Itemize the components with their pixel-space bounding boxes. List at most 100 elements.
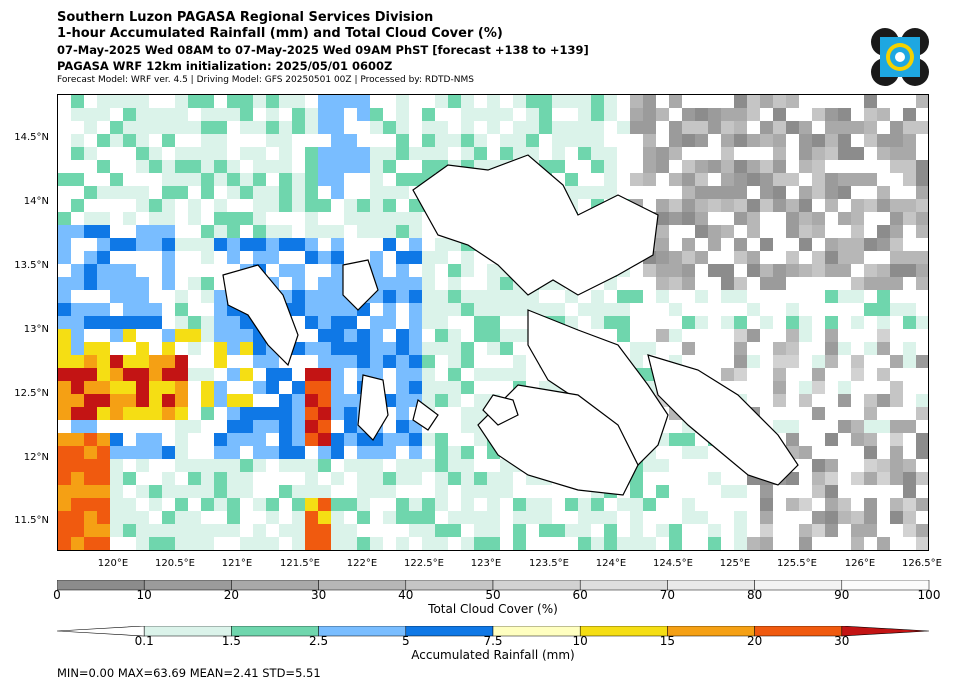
rainfall-cell xyxy=(110,186,123,199)
rainfall-cell xyxy=(799,537,812,550)
rainfall-cell xyxy=(162,407,175,420)
rainfall-cell xyxy=(227,433,240,446)
rainfall-cell xyxy=(669,524,682,537)
rainfall-cell xyxy=(97,394,110,407)
rainfall-cell xyxy=(604,173,617,186)
rainfall-cell xyxy=(487,290,500,303)
rainfall-cell xyxy=(58,355,71,368)
rainfall-cell xyxy=(422,524,435,537)
rainfall-cell xyxy=(799,186,812,199)
cloud-cover-swatch xyxy=(667,580,755,591)
rainfall-cell xyxy=(279,407,292,420)
rainfall-cell xyxy=(643,108,656,121)
rainfall-cell xyxy=(903,134,916,147)
rainfall-cell xyxy=(58,251,71,264)
rainfall-cell xyxy=(734,511,747,524)
rainfall-cell xyxy=(786,173,799,186)
rainfall-cell xyxy=(903,485,916,498)
rainfall-cell xyxy=(890,277,903,290)
rainfall-cell xyxy=(773,134,786,147)
rainfall-cell xyxy=(773,394,786,407)
rainfall-cell xyxy=(591,316,604,329)
rainfall-cell xyxy=(825,524,838,537)
rainfall-cell xyxy=(201,407,214,420)
rainfall-cell xyxy=(864,95,877,108)
island-outline xyxy=(482,394,519,426)
rainfall-cell xyxy=(682,108,695,121)
rainfall-cell xyxy=(318,147,331,160)
rainfall-cell xyxy=(58,342,71,355)
rainfall-cell xyxy=(786,199,799,212)
rainfall-cell xyxy=(175,498,188,511)
rainfall-cell xyxy=(318,420,331,433)
rainfall-cell xyxy=(448,134,461,147)
rainfall-cell xyxy=(357,485,370,498)
rainfall-cell xyxy=(84,394,97,407)
rainfall-cell xyxy=(435,498,448,511)
rainfall-cell xyxy=(799,199,812,212)
rainfall-cell xyxy=(864,238,877,251)
rainfall-cell xyxy=(370,264,383,277)
rainfall-cell xyxy=(916,407,928,420)
rainfall-cell xyxy=(110,459,123,472)
latitude-label: 13°N xyxy=(23,324,49,335)
rainfall-cell xyxy=(604,160,617,173)
rainfall-cell xyxy=(461,498,474,511)
rainfall-cell xyxy=(292,277,305,290)
rainfall-cell xyxy=(916,524,928,537)
rainfall-cell xyxy=(97,277,110,290)
rainfall-cell xyxy=(877,238,890,251)
rainfall-cell xyxy=(643,95,656,108)
rainfall-cell xyxy=(877,186,890,199)
rainfall-cell xyxy=(422,511,435,524)
rainfall-cell xyxy=(552,160,565,173)
rainfall-cell xyxy=(487,277,500,290)
rainfall-cell xyxy=(71,459,84,472)
rainfall-cell xyxy=(682,446,695,459)
rainfall-cell xyxy=(682,199,695,212)
rainfall-cell xyxy=(695,173,708,186)
rainfall-cell xyxy=(292,238,305,251)
rainfall-cell xyxy=(149,407,162,420)
rainfall-cell xyxy=(487,485,500,498)
rainfall-cell xyxy=(812,186,825,199)
rainfall-cell xyxy=(253,225,266,238)
rainfall-cell xyxy=(253,186,266,199)
rainfall-cell xyxy=(435,290,448,303)
map-subtitle: 1-hour Accumulated Rainfall (mm) and Tot… xyxy=(57,26,503,41)
rainfall-cell xyxy=(500,472,513,485)
rainfall-cell xyxy=(292,186,305,199)
rainfall-cell xyxy=(435,316,448,329)
rainfall-cell xyxy=(747,108,760,121)
rainfall-cell xyxy=(812,147,825,160)
cloud-cover-tick: 30 xyxy=(310,588,327,602)
rainfall-cell xyxy=(97,238,110,251)
rainfall-cell xyxy=(305,381,318,394)
longitude-label: 125°E xyxy=(719,558,751,569)
rainfall-cell xyxy=(643,498,656,511)
rainfall-cell xyxy=(331,329,344,342)
rainfall-cell xyxy=(890,238,903,251)
rainfall-cell xyxy=(773,160,786,173)
rainfall-cell xyxy=(422,459,435,472)
rainfall-cell xyxy=(409,472,422,485)
rainfall-cell xyxy=(617,498,630,511)
rainfall-cell xyxy=(58,225,71,238)
rainfall-cell xyxy=(526,121,539,134)
rainfall-cell xyxy=(357,511,370,524)
rainfall-cell xyxy=(266,134,279,147)
rainfall-cell xyxy=(305,485,318,498)
rainfall-cell xyxy=(630,108,643,121)
rainfall-cell xyxy=(708,524,721,537)
rainfall-cell xyxy=(435,238,448,251)
rainfall-cell xyxy=(58,498,71,511)
rainfall-cell xyxy=(604,316,617,329)
rainfall-cell xyxy=(461,290,474,303)
rainfall-cell xyxy=(110,381,123,394)
rainfall-cell xyxy=(214,394,227,407)
rainfall-cell xyxy=(279,121,292,134)
rainfall-cell xyxy=(461,303,474,316)
cloud-cover-swatch xyxy=(492,580,581,591)
rainfall-cell xyxy=(266,420,279,433)
rainfall-cell xyxy=(435,524,448,537)
